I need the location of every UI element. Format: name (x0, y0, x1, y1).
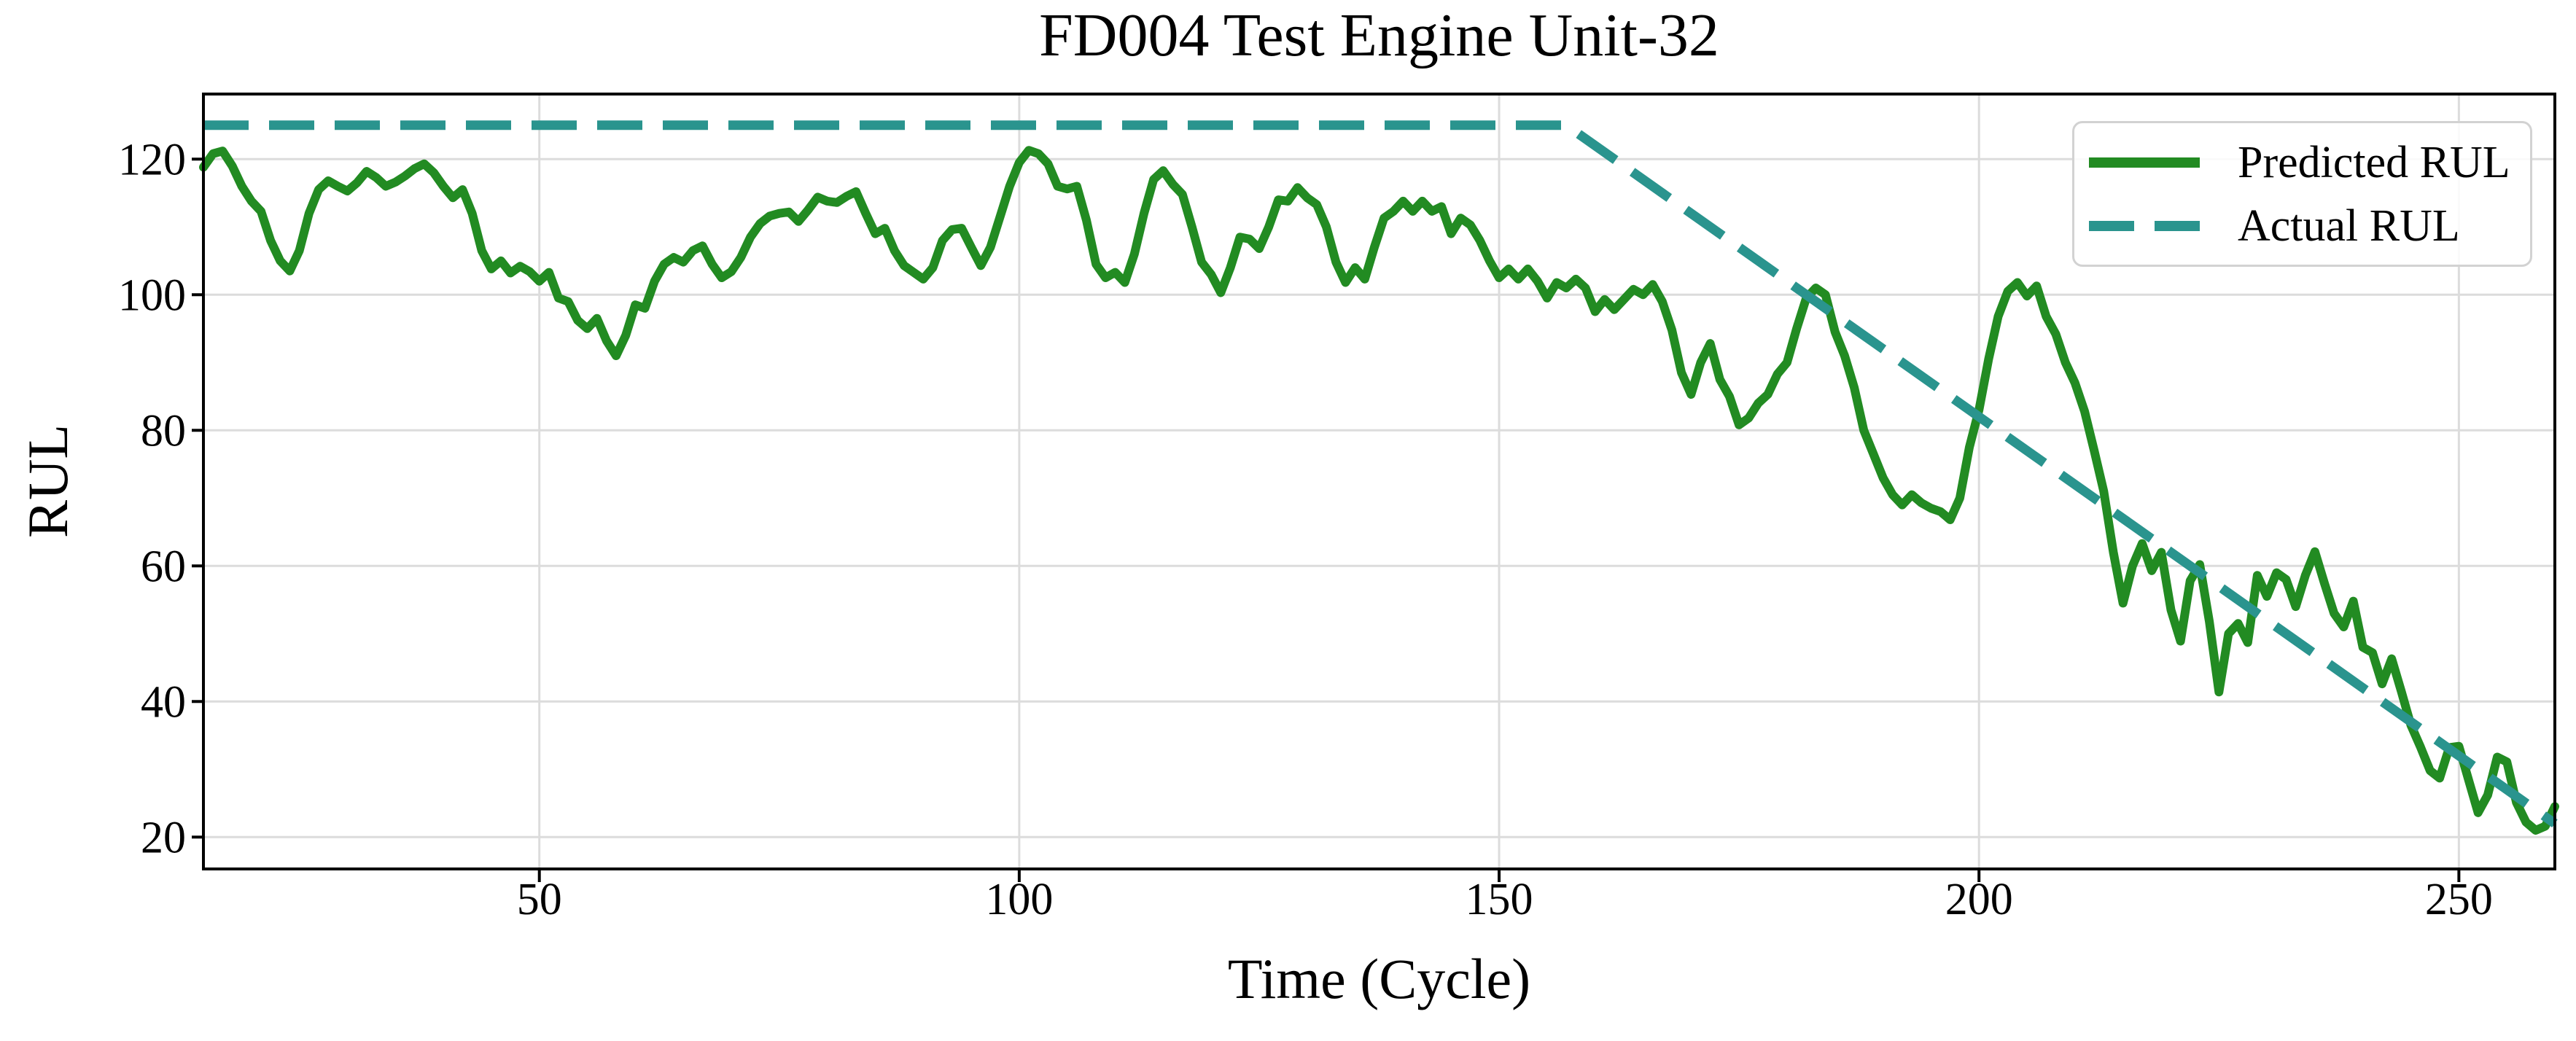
x-axis-label: Time (Cycle) (1227, 947, 1531, 1010)
legend-label-actual: Actual RUL (2238, 200, 2460, 251)
actual-line-swatch (2089, 220, 2200, 231)
x-tick-label: 200 (1945, 875, 2013, 924)
y-tick-label: 80 (141, 406, 186, 456)
predicted-line-swatch (2089, 157, 2200, 168)
chart-title: FD004 Test Engine Unit-32 (1039, 1, 1719, 69)
y-tick-label: 100 (118, 270, 186, 320)
y-tick-label: 120 (118, 135, 186, 184)
plot-border (202, 93, 2556, 870)
actual-rul-line (203, 120, 2558, 828)
legend-entry-predicted: Predicted RUL (2089, 133, 2523, 192)
x-tick-label: 100 (985, 875, 1053, 924)
y-tick-label: 60 (141, 542, 186, 591)
x-tick-label: 50 (517, 875, 562, 924)
legend: Predicted RUL Actual RUL (2072, 121, 2532, 267)
legend-entry-actual: Actual RUL (2089, 197, 2523, 255)
x-tick-label: 250 (2425, 875, 2493, 924)
y-tick-label: 40 (141, 677, 186, 727)
y-axis-label: RUL (16, 424, 79, 538)
legend-label-predicted: Predicted RUL (2238, 137, 2510, 187)
predicted-rul-line (199, 146, 2559, 835)
y-tick-label: 20 (141, 813, 186, 862)
x-tick-label: 150 (1466, 875, 1533, 924)
